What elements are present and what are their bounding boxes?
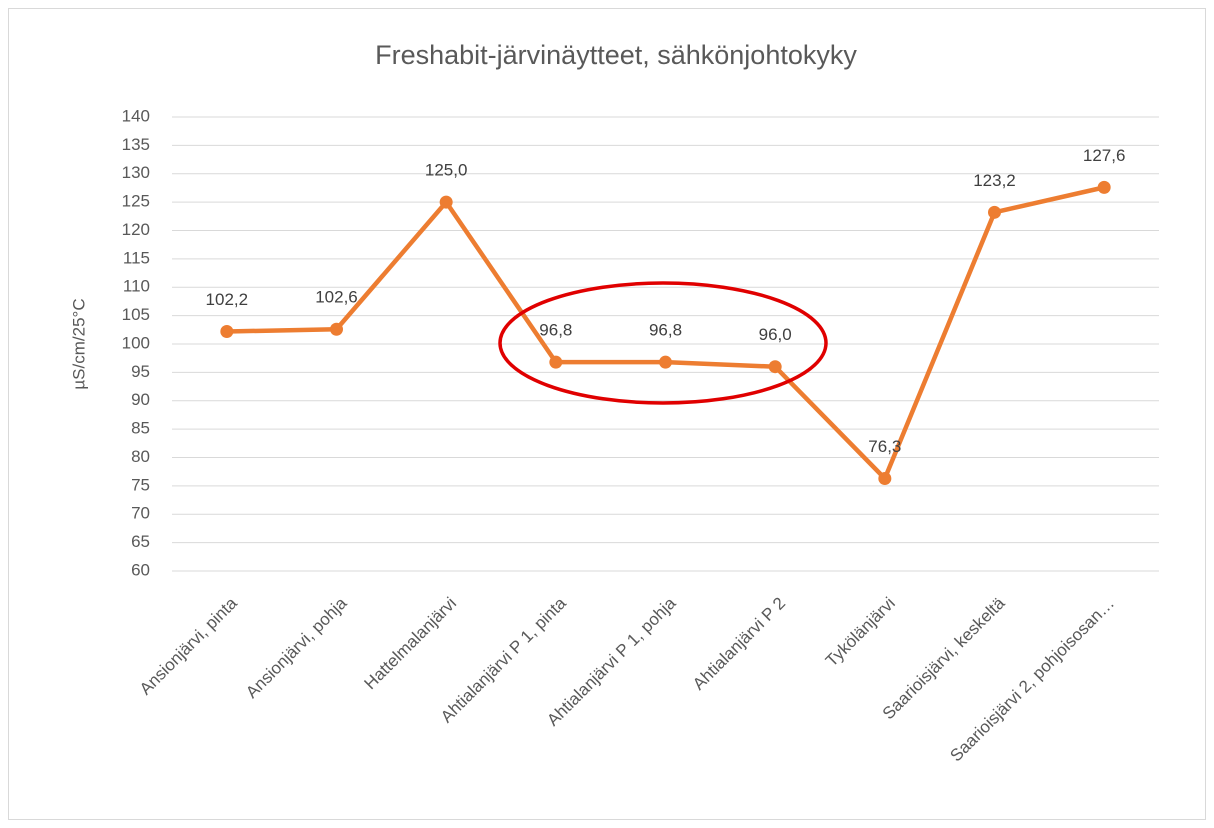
y-tick-label: 95 [131,362,150,381]
y-tick-label: 125 [122,192,150,211]
y-tick-label: 75 [131,475,150,494]
y-tick-label: 120 [122,220,150,239]
chart-title: Freshabit-järvinäytteet, sähkönjohtokyky [375,40,857,70]
y-tick-label: 100 [122,333,150,352]
y-tick-label: 90 [131,390,150,409]
y-tick-label: 80 [131,447,150,466]
y-tick-label: 110 [123,277,150,296]
data-label: 123,2 [973,171,1016,190]
data-label: 127,6 [1083,146,1126,165]
highlight-ellipse [498,281,828,405]
data-point [330,322,343,336]
data-point [439,195,453,209]
data-point [659,355,672,369]
data-label: 102,2 [206,290,249,309]
y-tick-label: 140 [122,106,150,125]
y-tick-label: 70 [131,504,150,523]
data-point [1097,180,1111,194]
y-tick-label: 135 [122,135,150,154]
data-label: 96,0 [759,325,792,344]
y-tick-label: 85 [131,419,150,438]
data-point [878,471,892,485]
data-label: 125,0 [425,161,468,180]
y-tick-label: 65 [131,532,150,551]
y-tick-label: 130 [122,163,150,182]
data-label: 96,8 [649,321,682,340]
data-point [220,325,234,339]
y-axis-label: µS/cm/25°C [69,298,88,389]
y-tick-label: 60 [131,560,150,579]
data-point [549,355,563,369]
chart-border [8,8,1206,820]
y-tick-label: 105 [122,305,150,324]
y-tick-label: 115 [123,248,150,267]
data-label: 102,6 [315,288,358,307]
data-label: 76,3 [868,437,901,456]
data-point [768,360,782,374]
data-label: 96,8 [539,321,572,340]
data-point [988,205,1001,219]
